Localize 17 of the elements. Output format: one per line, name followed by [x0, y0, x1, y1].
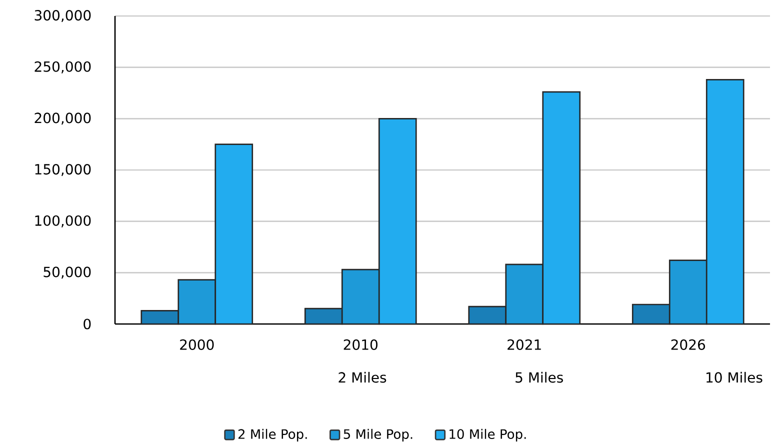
- legend-label: 2 Mile Pop.: [238, 428, 307, 442]
- y-tick-label: 300,000: [34, 10, 91, 22]
- x-tick-label: 2026: [671, 339, 706, 350]
- text: 5 Miles: [516, 372, 563, 383]
- y-tick-label: 200,000: [34, 112, 91, 125]
- legend-label: 5 Mile Pop.: [344, 428, 412, 442]
- x-tick-label: 2000: [180, 339, 214, 350]
- text: 10 Miles: [706, 372, 762, 383]
- y-tick-label: 250,000: [34, 61, 91, 74]
- y-tick-label: 100,000: [35, 215, 91, 228]
- x-tick-label: 2010: [344, 339, 378, 350]
- y-tick-label: 0: [84, 318, 91, 330]
- text: 2 Miles: [338, 372, 386, 383]
- y-tick-label: 50,000: [44, 266, 91, 279]
- x-tick-label: 2021: [508, 339, 541, 350]
- legend-label: 10 Mile Pop.: [450, 428, 526, 442]
- y-tick-label: 150,000: [35, 164, 91, 176]
